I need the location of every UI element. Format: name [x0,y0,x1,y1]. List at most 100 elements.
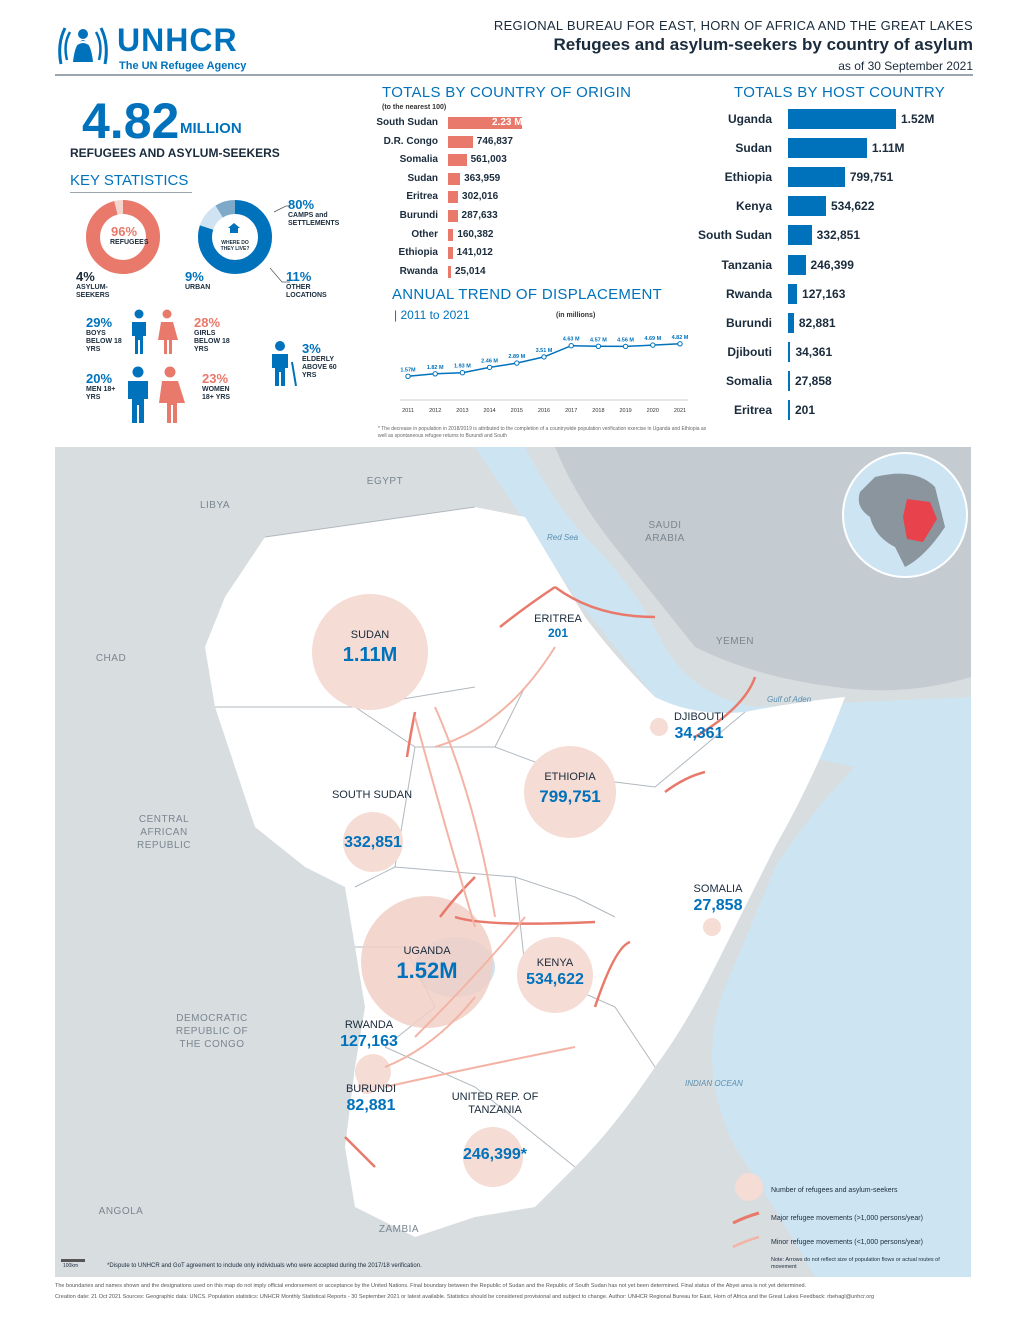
trend-point [432,371,438,377]
host-row: Burundi 82,881 [700,312,980,334]
org-tagline: The UN Refugee Agency [119,60,247,72]
trend-point [595,343,602,349]
host-title: TOTALS BY HOST COUNTRY [734,84,946,101]
major-movement-arrows [344,585,757,1168]
origin-bar [448,228,454,241]
host-tanzania-value: 246,399* [462,1146,528,1163]
africa-silhouette [858,473,945,567]
host-row-label: South Sudan [698,228,772,243]
elderly-icon [272,341,297,386]
trend-x-tick: 2021 [674,408,686,414]
minor-movement-arrows [384,646,576,1088]
label-red-sea: Red Sea [547,533,579,542]
host-row-value: 82,881 [798,315,836,330]
trend-point [568,343,574,349]
trend-subtitle: | 2011 to 2021 [394,308,470,322]
host-row-label: Kenya [735,199,772,214]
origin-bar [448,265,451,278]
host-row-value: 1.52M [901,112,935,126]
unhcr-emblem-icon [58,27,108,65]
trend-x-tick: 2013 [456,408,468,414]
label-chad: CHAD [95,653,127,664]
origin-row: Sudan 363,959 [380,172,710,186]
legend-major-label: Major refugee movements (>1,000 persons/… [771,1215,923,1222]
map-footnote: *Dispute to UNHCR and GoT agreement to i… [107,1263,422,1269]
host-row: Kenya 534,622 [700,195,980,217]
host-south-sudan-value: 332,851 [344,834,402,851]
origin-row-value: 160,382 [457,228,494,240]
origin-bar [448,117,522,129]
host-djibouti-name: DJIBOUTI [673,711,725,723]
trend-x-tick: 2020 [647,408,659,414]
report-date: as of 30 September 2021 [838,59,973,73]
host-bar [788,312,794,333]
kenya-circle [517,937,593,1013]
host-somalia-name: SOMALIA [693,883,743,895]
adults-icon [128,366,185,423]
origin-row: D.R. Congo 746,837 [380,135,710,149]
refugee-asylum-donut [86,200,160,274]
host-row: Tanzania 246,399 [700,254,980,276]
trend-data-label: 1.57M [400,367,416,373]
urban-label: URBAN [185,284,211,291]
label-drc: DEMOCRATIC REPUBLIC OF THE CONGO [175,1013,249,1050]
host-uganda-name: UGANDA [403,945,451,957]
host-row-value: 127,163 [802,286,846,301]
host-row-value: 246,399 [810,257,854,272]
origin-row-label: Other [411,228,438,240]
trend-data-label: 4.69 M [644,336,661,342]
host-rwanda-name: RWANDA [344,1019,394,1031]
boys-label: BOYS BELOW 18 YRS [86,330,122,353]
host-djibouti-value: 34,361 [674,725,724,742]
host-label-rwanda: RWANDA 127,163 [329,1019,409,1052]
label-zambia: ZAMBIA [378,1224,420,1235]
origin-bar [448,191,459,204]
origin-note: (to the nearest 100) [382,104,447,111]
total-label: REFUGEES AND ASYLUM-SEEKERS [70,146,280,160]
trend-x-tick: 2019 [619,408,631,414]
host-bar [788,167,845,188]
ethiopia-circle [524,746,616,838]
origin-row-label: Eritrea [406,191,438,203]
origin-row: Burundi 287,633 [380,209,710,223]
total-unit: MILLION [180,120,242,137]
host-rwanda-value: 127,163 [340,1033,398,1050]
trend-x-tick: 2016 [538,408,550,414]
host-row-value: 799,751 [849,170,894,185]
bureau-name: REGIONAL BUREAU FOR EAST, HORN OF AFRICA… [493,18,973,33]
origin-row-label: Sudan [407,172,438,184]
trend-x-tick: 2012 [429,408,441,414]
djibouti-circle [650,718,668,736]
label-indian-ocean: INDIAN OCEAN [685,1079,743,1088]
children-icon [132,309,178,354]
house-icon [228,223,240,233]
label-car: CENTRAL AFRICAN REPUBLIC [136,814,191,851]
host-bar [788,254,806,275]
sea-area [475,447,971,1277]
asylum-stat: 4% ASYLUM-SEEKERS [76,270,136,300]
total-number: 4.82 [82,93,180,149]
host-row: Rwanda 127,163 [700,283,980,305]
origin-row-value: 141,012 [456,247,493,259]
host-south-sudan-name: SOUTH SUDAN [331,789,413,801]
host-label-kenya: KENYA 534,622 [510,957,600,990]
trend-data-label: 1.82 M [427,365,444,371]
credits: Creation date: 21 Oct 2021 Sources: Geog… [55,1294,875,1300]
origin-row: Rwanda 25,014 [380,265,710,279]
origin-bar [448,247,453,260]
host-label-djibouti: DJIBOUTI 34,361 [657,711,741,744]
host-burundi-value: 82,881 [346,1097,396,1114]
scale-label: 100km [63,1263,79,1269]
origin-row-label: D.R. Congo [383,135,438,147]
origin-row-label: Ethiopia [398,247,438,259]
refugees-pct: 96% [110,224,138,239]
scale-bar [61,1259,85,1262]
host-uganda-value: 1.52M [396,958,458,983]
legend-symbols [732,1173,763,1249]
host-bar [788,138,867,159]
origin-row-value: 302,016 [462,191,499,203]
host-row: Somalia 27,858 [700,370,980,392]
elderly-stat: 3% ELDERLY ABOVE 60 YRS [302,342,352,380]
host-label-somalia: SOMALIA 27,858 [673,883,763,916]
men-stat: 20% MEN 18+ YRS [86,372,122,402]
